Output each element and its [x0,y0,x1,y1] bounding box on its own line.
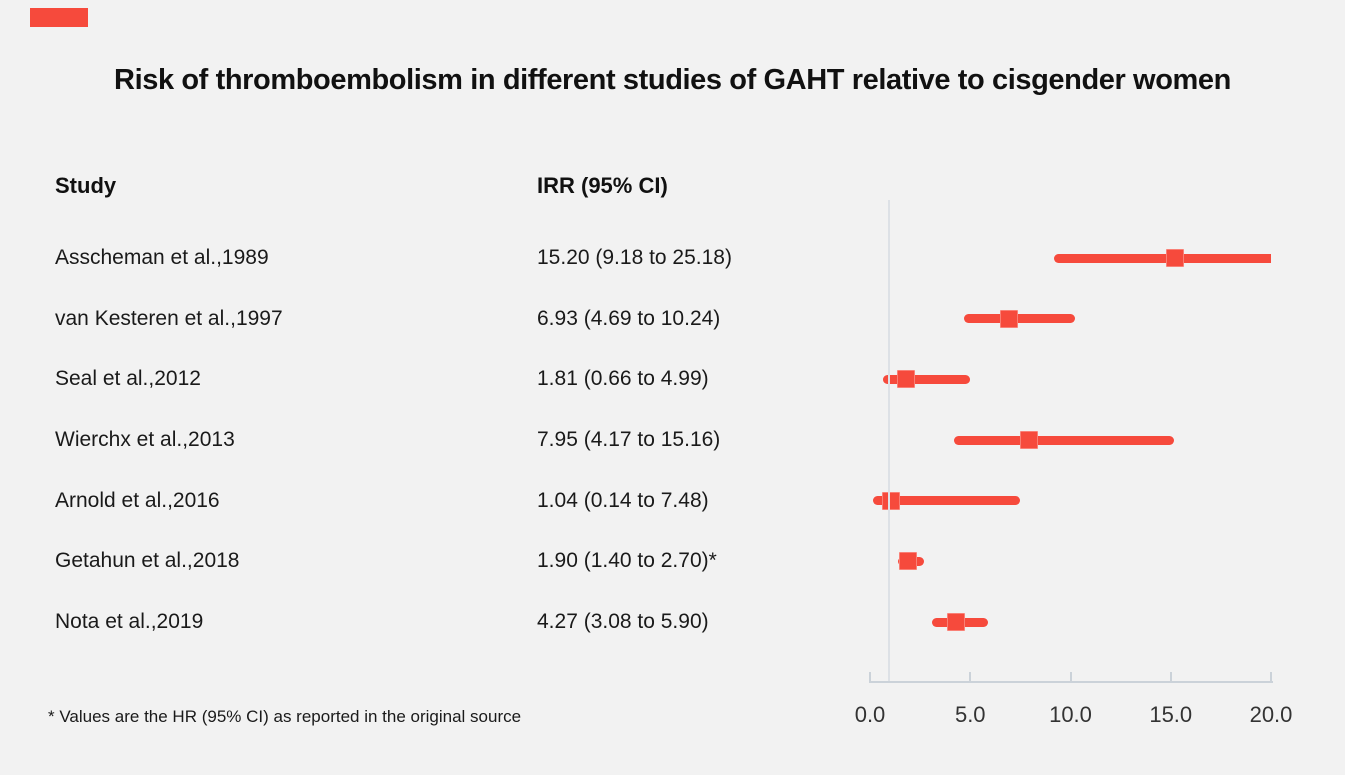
point-estimate-marker [946,613,965,631]
study-label: Arnold et al.,2016 [55,488,220,512]
point-estimate-marker [1020,431,1039,449]
ci-line [953,435,1174,445]
axis-tick-label: 0.0 [854,702,886,727]
irr-column-header: IRR (95% CI) [537,173,668,198]
axis-tick-label: 20.0 [1249,702,1293,727]
axis-tick-label: 15.0 [1149,702,1193,727]
x-axis-line [869,681,1273,683]
reference-line [888,200,890,683]
irr-value: 4.27 (3.08 to 5.90) [537,610,709,633]
axis-tick [869,672,871,682]
axis-tick-label: 10.0 [1049,702,1092,727]
study-label: Seal et al.,2012 [55,367,201,391]
point-estimate-marker [999,309,1018,328]
study-label: Nota et al.,2019 [55,610,204,633]
point-estimate-marker [897,370,916,389]
point-estimate-marker [899,552,918,571]
study-label: Wierchx et al.,2013 [55,428,235,451]
chart-title: Risk of thromboembolism in different stu… [114,64,1231,96]
study-label: van Kesteren et al.,1997 [55,306,283,330]
irr-value: 1.81 (0.66 to 4.99) [537,367,709,391]
axis-tick [969,672,972,682]
brand-logo-block [30,8,88,27]
study-column-header: Study [55,173,117,198]
point-estimate-marker [1165,249,1184,267]
irr-value: 15.20 (9.18 to 25.18) [537,246,732,269]
axis-tick [1169,672,1172,682]
ci-line [883,374,971,384]
point-estimate-marker [881,491,900,510]
study-label: Asscheman et al.,1989 [55,246,269,269]
ci-line [1054,253,1271,263]
footnote: * Values are the HR (95% CI) as reported… [48,707,522,726]
study-label: Getahun et al.,2018 [55,549,240,573]
irr-value: 6.93 (4.69 to 10.24) [537,306,721,330]
irr-value: 1.04 (0.14 to 7.48) [537,488,709,512]
axis-tick [1270,672,1272,682]
irr-value: 1.90 (1.40 to 2.70)* [537,549,717,573]
ci-line [872,496,1020,506]
irr-value: 7.95 (4.17 to 15.16) [537,428,721,451]
axis-tick [1069,672,1072,682]
axis-tick-label: 5.0 [954,702,986,727]
ci-line [964,314,1076,324]
